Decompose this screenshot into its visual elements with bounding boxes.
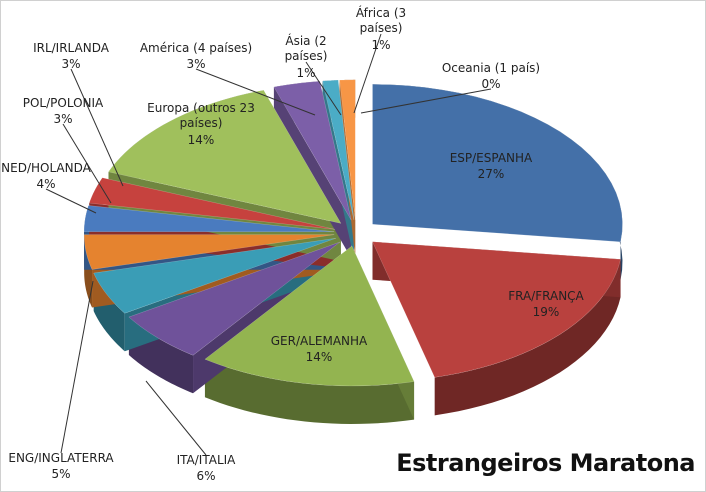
slice-label: FRA/FRANÇA — [508, 289, 584, 303]
chart-title: Estrangeiros Maratona — [396, 449, 695, 477]
slice — [372, 84, 623, 243]
slice-label: América (4 países) — [139, 41, 253, 55]
slice-value: 19% — [532, 305, 560, 319]
leader-line — [305, 61, 342, 116]
slice — [372, 241, 621, 378]
leader-line — [353, 33, 382, 114]
slice — [83, 234, 335, 270]
slice — [88, 177, 335, 230]
slice — [204, 245, 415, 387]
slice-label: GER/ALEMANHA — [270, 334, 368, 348]
slice-value: 3% — [61, 57, 81, 71]
slice-value: 6% — [196, 469, 216, 483]
slice-value: 14% — [187, 133, 215, 147]
leader-line — [195, 68, 316, 116]
slice-label: ENG/INGLATERRA — [8, 451, 114, 465]
slice-label: IRL/IRLANDA — [33, 41, 109, 55]
leader-line — [60, 280, 94, 454]
slice-value: 4% — [36, 177, 56, 191]
slice — [273, 80, 352, 221]
leader-line — [360, 88, 492, 114]
slice-value: 5% — [51, 467, 71, 481]
slice-side — [434, 259, 621, 416]
slice-value: 3% — [186, 57, 206, 71]
slice-value: 0% — [481, 77, 501, 91]
slice — [108, 89, 342, 224]
slice-label: ITA/ITALIA — [176, 453, 236, 467]
leader-line — [145, 380, 207, 456]
slice — [93, 237, 336, 314]
leader-line — [62, 123, 112, 204]
slice-value: 1% — [296, 66, 316, 80]
slice-label: ESP/ESPANHA — [449, 151, 533, 165]
slice-label: Oceania (1 país) — [441, 61, 541, 75]
slice — [128, 241, 341, 356]
slice-label: POL/POLONIA — [22, 96, 104, 110]
slice-side — [204, 359, 415, 424]
slice — [322, 79, 355, 220]
leader-line — [70, 68, 124, 187]
leader-line — [45, 188, 97, 214]
slice-value: 14% — [305, 350, 333, 364]
slice-label: África (3 países) — [355, 6, 407, 35]
slice-value: 1% — [371, 38, 391, 52]
slice-label: Europa (outros 23 países) — [147, 101, 255, 130]
slice-value: 27% — [477, 167, 505, 181]
slice-label: Ásia (2 países) — [284, 34, 328, 63]
slice-label: NED/HOLANDA — [1, 161, 91, 175]
slice-value: 3% — [53, 112, 73, 126]
slice — [339, 79, 356, 220]
